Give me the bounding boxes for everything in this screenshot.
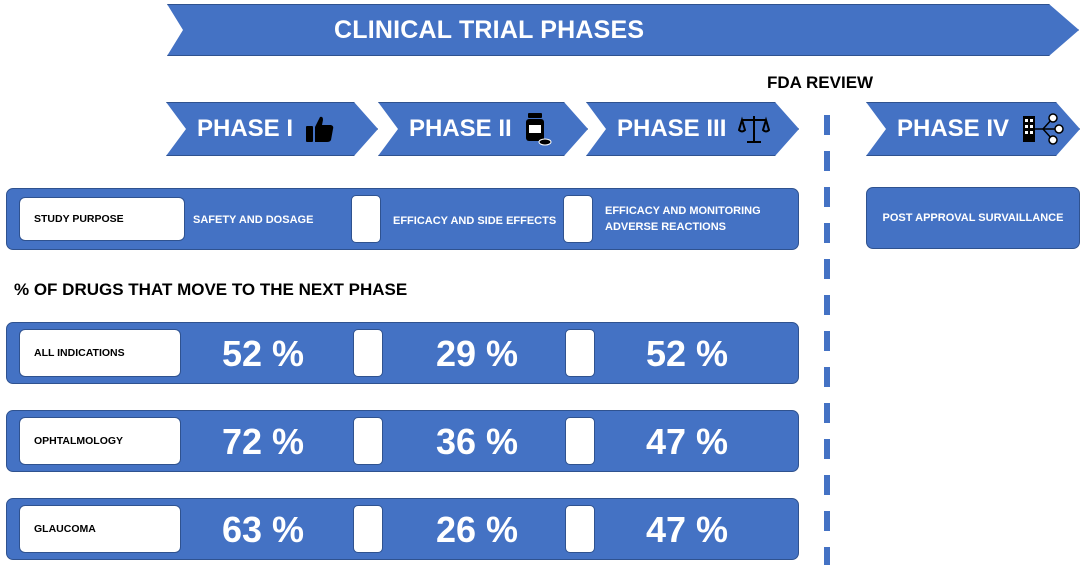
phase-3-percent: 47 %: [645, 421, 729, 462]
separator: [565, 417, 595, 465]
pill-bottle-icon: [524, 112, 552, 146]
purpose-phase-4: POST APPROVAL SURVAILLANCE: [882, 212, 1064, 224]
thumbs-up-icon: [305, 115, 335, 143]
phase-2-label: PHASE II: [409, 115, 512, 142]
phase-3-arrow: PHASE III: [586, 102, 799, 156]
row-all-indications: ALL INDICATIONS 52 % 29 % 52 %: [6, 322, 799, 384]
phase-1-percent: 63 %: [221, 509, 305, 550]
phase-2-percent: 26 %: [435, 509, 519, 550]
fda-review-divider: [824, 115, 830, 565]
post-approval-band: POST APPROVAL SURVAILLANCE: [866, 187, 1080, 249]
phase-2-percent: 29 %: [435, 333, 519, 374]
phase-3-label: PHASE III: [617, 115, 727, 142]
row-label: GLAUCOMA: [19, 505, 181, 553]
phase-3-percent: 47 %: [645, 509, 729, 550]
separator: [353, 329, 383, 377]
phase-2-arrow: PHASE II: [378, 102, 588, 156]
row-label: ALL INDICATIONS: [19, 329, 181, 377]
row-glaucoma: GLAUCOMA 63 % 26 % 47 %: [6, 498, 799, 560]
separator: [565, 505, 595, 553]
purpose-phase-3: EFFICACY AND MONITORING ADVERSE REACTION…: [605, 205, 761, 233]
phase-2-percent: 36 %: [435, 421, 519, 462]
phase-3-percent: 52 %: [645, 333, 729, 374]
separator: [351, 195, 381, 243]
phase-4-label: PHASE IV: [897, 115, 1010, 142]
network-building-icon: [1021, 112, 1065, 146]
fda-review-label: FDA REVIEW: [767, 73, 874, 92]
scales-icon: [738, 113, 770, 145]
study-purpose-label: STUDY PURPOSE: [19, 197, 185, 241]
purpose-phase-2: EFFICACY AND SIDE EFFECTS: [393, 215, 557, 227]
section-heading: % OF DRUGS THAT MOVE TO THE NEXT PHASE: [14, 280, 408, 299]
phase-1-percent: 52 %: [221, 333, 305, 374]
phase-4-arrow: PHASE IV: [866, 102, 1080, 156]
study-purpose-band: STUDY PURPOSE SAFETY AND DOSAGE EFFICACY…: [6, 188, 799, 250]
separator: [563, 195, 593, 243]
title-banner: CLINICAL TRIAL PHASES: [167, 4, 1079, 56]
phase-1-arrow: PHASE I: [166, 102, 378, 156]
separator: [565, 329, 595, 377]
purpose-phase-1: SAFETY AND DOSAGE: [193, 214, 314, 226]
row-label: OPHTALMOLOGY: [19, 417, 181, 465]
separator: [353, 417, 383, 465]
phase-1-percent: 72 %: [221, 421, 305, 462]
page-title: CLINICAL TRIAL PHASES: [334, 15, 645, 44]
separator: [353, 505, 383, 553]
row-ophtalmology: OPHTALMOLOGY 72 % 36 % 47 %: [6, 410, 799, 472]
phase-1-label: PHASE I: [197, 115, 294, 142]
